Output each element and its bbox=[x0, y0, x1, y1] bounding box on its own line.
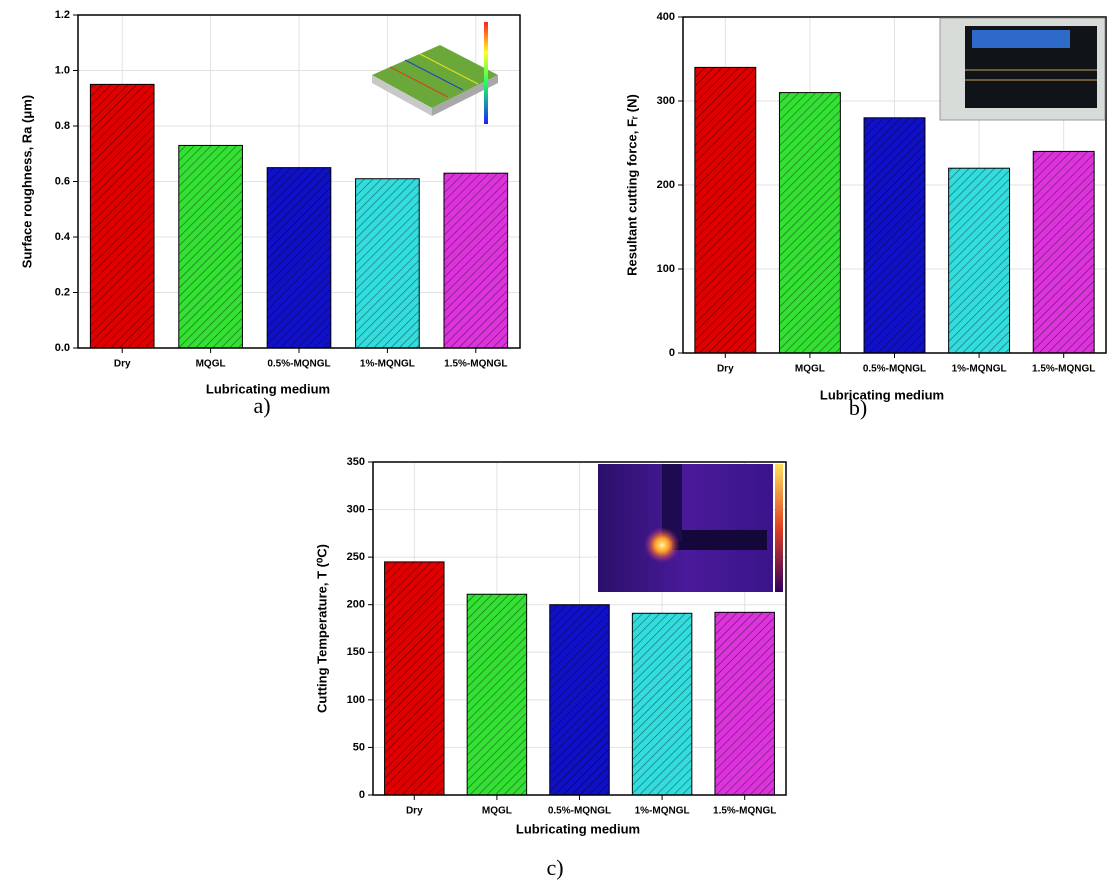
bar bbox=[467, 594, 526, 795]
inset-screenshot bbox=[940, 18, 1105, 120]
y-tick-label: 0.4 bbox=[55, 231, 71, 243]
bar bbox=[90, 84, 154, 348]
x-axis-label: Lubricating medium bbox=[516, 821, 640, 836]
bar bbox=[550, 605, 609, 795]
y-tick-label: 300 bbox=[347, 503, 365, 515]
y-tick-label: 0.6 bbox=[55, 175, 70, 187]
bar bbox=[1033, 151, 1094, 353]
y-tick-label: 0.2 bbox=[55, 286, 70, 298]
panels: 0.0 0.2 0.4 0.6 0.8 1.0 1.2 Dry MQGL 0.5%-MQNGL 1%… bbox=[19, 9, 1106, 880]
y-tick-label: 200 bbox=[347, 599, 365, 611]
bar bbox=[949, 168, 1010, 353]
x-tick-label: 1.5%-MQNGL bbox=[713, 806, 776, 817]
y-tick-label: 0 bbox=[359, 789, 365, 801]
y-tick-label: 0.8 bbox=[55, 120, 70, 132]
y-tick-label: 0 bbox=[669, 347, 675, 359]
x-tick-label: 0.5%-MQNGL bbox=[267, 359, 330, 370]
bar bbox=[179, 145, 243, 348]
y-tick-label: 400 bbox=[657, 11, 675, 23]
y-tick-label: 250 bbox=[347, 551, 365, 563]
bar bbox=[356, 179, 420, 348]
bar bbox=[385, 562, 444, 795]
x-tick-label: Dry bbox=[717, 364, 734, 375]
bar bbox=[444, 173, 508, 348]
inset-surface bbox=[372, 22, 498, 124]
x-tick-label: 1.5%-MQNGL bbox=[444, 359, 507, 370]
x-tick-label: 1.5%-MQNGL bbox=[1032, 364, 1095, 375]
x-axis-label: Lubricating medium bbox=[820, 387, 944, 402]
x-tick-label: 0.5%-MQNGL bbox=[548, 806, 611, 817]
bar bbox=[864, 118, 925, 353]
bar bbox=[779, 93, 840, 353]
y-tick-label: 200 bbox=[657, 179, 675, 191]
y-axis-label: Resultant cutting force, Fᵣ (N) bbox=[624, 94, 639, 276]
y-tick-label: 1.2 bbox=[55, 9, 70, 21]
x-tick-label: Dry bbox=[114, 359, 131, 370]
y-tick-label: 150 bbox=[347, 646, 365, 658]
bar bbox=[632, 613, 691, 795]
panel-label: a) bbox=[253, 393, 270, 418]
bar bbox=[267, 168, 331, 348]
bar bbox=[695, 67, 756, 353]
bar bbox=[715, 612, 774, 795]
y-tick-label: 300 bbox=[657, 95, 675, 107]
y-axis-label: Surface roughness, Ra (μm) bbox=[19, 95, 34, 268]
figure: 0.0 0.2 0.4 0.6 0.8 1.0 1.2 Dry MQGL 0.5%-MQNGL 1%… bbox=[0, 0, 1108, 889]
x-tick-label: MQGL bbox=[482, 806, 512, 817]
x-tick-label: 0.5%-MQNGL bbox=[863, 364, 926, 375]
y-axis-label: Cutting Temperature, T (⁰C) bbox=[314, 544, 329, 713]
y-tick-label: 100 bbox=[347, 694, 365, 706]
x-tick-label: MQGL bbox=[196, 359, 226, 370]
y-tick-label: 50 bbox=[353, 741, 365, 753]
x-tick-label: 1%-MQNGL bbox=[952, 364, 1007, 375]
panel-label: c) bbox=[546, 855, 563, 880]
inset-thermal bbox=[598, 464, 783, 592]
y-tick-label: 100 bbox=[657, 263, 675, 275]
panel-label: b) bbox=[849, 395, 867, 420]
y-tick-label: 0.0 bbox=[55, 342, 70, 354]
x-tick-label: MQGL bbox=[795, 364, 825, 375]
x-tick-label: Dry bbox=[406, 806, 423, 817]
x-tick-label: 1%-MQNGL bbox=[635, 806, 690, 817]
x-tick-label: 1%-MQNGL bbox=[360, 359, 415, 370]
y-tick-label: 350 bbox=[347, 456, 365, 468]
y-tick-label: 1.0 bbox=[55, 64, 70, 76]
